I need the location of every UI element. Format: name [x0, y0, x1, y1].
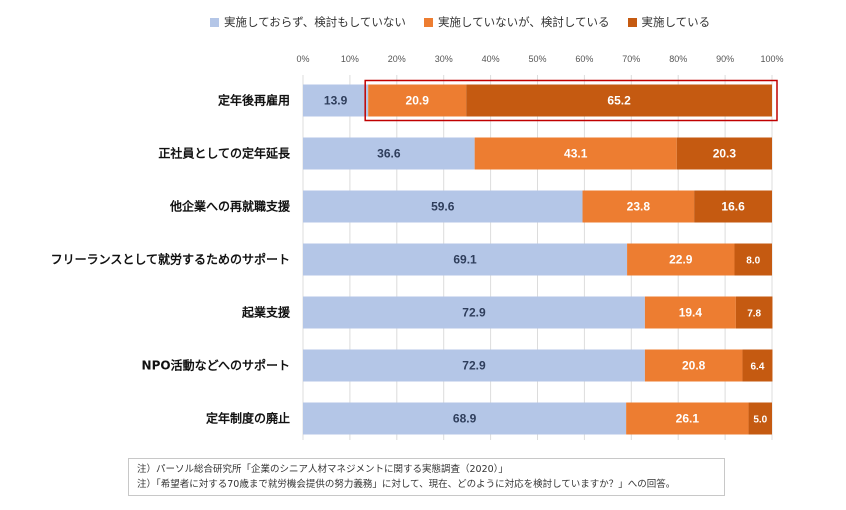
bar-segment [303, 84, 369, 117]
legend-swatch-implemented [627, 17, 637, 27]
legend-label-considering: 実施していないが、検討している [437, 15, 610, 29]
category-label: 起業支援 [241, 305, 291, 320]
data-label: 43.1 [564, 147, 588, 161]
bar-segment [303, 190, 583, 223]
x-tick-label: 50% [528, 54, 546, 64]
x-tick-label: 100% [760, 54, 783, 64]
bar-segment [303, 296, 645, 329]
data-label: 8.0 [746, 256, 760, 267]
bar-segment [735, 296, 773, 329]
data-label: 69.1 [453, 253, 477, 267]
category-label: 他企業への再就職支援 [169, 199, 291, 214]
data-label: 22.9 [669, 253, 693, 267]
category-label: 定年後再雇用 [218, 93, 290, 108]
x-tick-label: 20% [388, 54, 406, 64]
category-label: NPO活動などへのサポート [142, 358, 290, 373]
bar-segment [582, 190, 695, 223]
data-label: 19.4 [679, 306, 703, 320]
bar-segment [694, 190, 772, 223]
note-line-source: 注）パーソル総合研究所「企業のシニア人材マネジメントに関する実態調査（2020）… [137, 464, 508, 475]
data-label: 20.8 [682, 359, 706, 373]
data-label: 65.2 [607, 94, 631, 108]
data-label: 59.6 [431, 200, 455, 214]
data-label: 36.6 [377, 147, 401, 161]
bar-segment [644, 296, 736, 329]
x-tick-label: 10% [341, 54, 359, 64]
chart-legend: 実施しておらず、検討もしていない 実施していないが、検討している 実施している [210, 14, 710, 30]
legend-swatch-not-considering [210, 17, 219, 27]
x-tick-label: 90% [716, 54, 734, 64]
bar-segment [303, 402, 627, 435]
data-label: 20.9 [406, 94, 430, 108]
x-tick-label: 0% [296, 54, 309, 64]
x-tick-label: 40% [482, 54, 500, 64]
x-tick-label: 30% [435, 54, 453, 64]
data-label: 26.1 [676, 412, 700, 426]
category-label: 定年制度の廃止 [206, 411, 290, 426]
data-label: 68.9 [453, 412, 477, 426]
legend-item-considering: 実施していないが、検討している [423, 14, 610, 30]
bar-segment [303, 137, 475, 170]
stacked-bar-chart: 0% 10% 20% 30% 40% 50% 60% 70% 80% 90% 100% 定年後再雇用 1… [51, 54, 784, 440]
highlight-box [364, 79, 778, 122]
legend-label-not-considering: 実施しておらず、検討もしていない [224, 15, 406, 29]
bar-segment [626, 402, 749, 435]
legend-item-implemented: 実施している [627, 14, 711, 30]
bar-segment [627, 243, 735, 276]
bar-segment [303, 243, 628, 276]
data-label: 16.6 [721, 200, 745, 214]
data-label: 72.9 [462, 359, 486, 373]
bar-segment [644, 349, 743, 382]
bar-segment [734, 243, 772, 276]
data-label: 13.9 [324, 94, 348, 108]
note-line-question: 注）「希望者に対する70歳まで就労機会提供の努力義務」に対して、現在、どのように… [137, 479, 676, 490]
bar-segment [742, 349, 773, 382]
bar-segment [466, 84, 772, 117]
notes-box: 注）パーソル総合研究所「企業のシニア人材マネジメントに関する実態調査（2020）… [128, 458, 725, 496]
x-tick-label: 60% [575, 54, 593, 64]
legend-item-not-considering: 実施しておらず、検討もしていない [210, 14, 406, 30]
x-tick-label: 70% [622, 54, 640, 64]
legend-label-implemented: 実施している [641, 15, 711, 29]
data-label: 23.8 [627, 200, 651, 214]
category-label: フリーランスとして就労するためのサポート [51, 252, 290, 267]
data-label: 72.9 [462, 306, 486, 320]
legend-swatch-considering [423, 17, 433, 27]
bar-segment [474, 137, 677, 170]
data-label: 7.8 [747, 309, 761, 320]
x-tick-label: 80% [669, 54, 687, 64]
bar-segment [303, 349, 645, 382]
data-label: 20.3 [713, 147, 737, 161]
bar-segment [676, 137, 772, 170]
data-label: 6.4 [751, 362, 765, 373]
bar-segment [368, 84, 467, 117]
category-label: 正社員としての定年延長 [158, 146, 291, 161]
bar-segment [748, 402, 772, 435]
data-label: 5.0 [753, 415, 767, 426]
